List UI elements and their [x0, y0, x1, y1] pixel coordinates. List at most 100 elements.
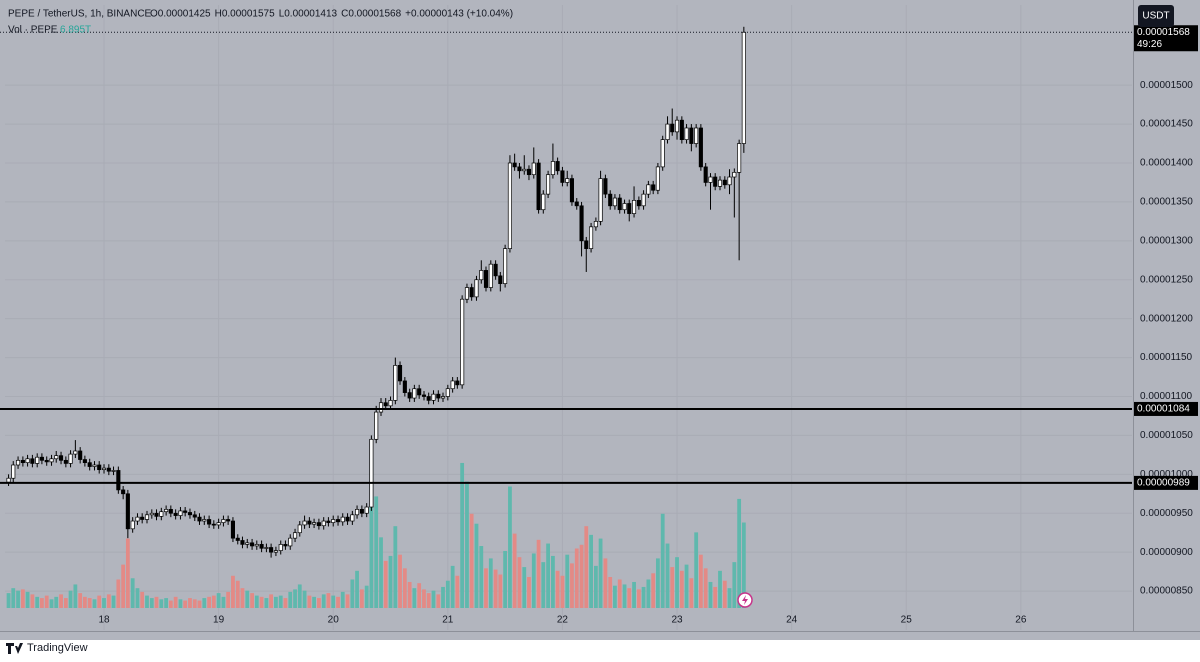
volume-bar [87, 598, 92, 608]
candle-body [78, 450, 83, 460]
candle-body [121, 489, 126, 495]
candle-body [154, 512, 159, 517]
y-tick-label: 0.00000900 [1140, 547, 1193, 558]
volume-bar [560, 575, 565, 608]
y-tick-label: 0.00001500 [1140, 80, 1193, 91]
y-tick-label: 0.00001000 [1140, 469, 1193, 480]
ohlc-value: O0.00001425 [150, 9, 211, 20]
volume-bar [283, 598, 288, 608]
candle-body [82, 459, 87, 464]
candle-body [230, 520, 235, 539]
currency-button[interactable] [1138, 5, 1174, 27]
volume-bar [722, 580, 727, 608]
volume-bar [431, 590, 436, 608]
candle-body [350, 514, 355, 522]
candle-body [111, 470, 116, 472]
candle-body [178, 510, 183, 516]
volume-bar [598, 538, 603, 608]
chart-background [0, 0, 1200, 640]
volume-bar [617, 579, 622, 608]
volume-bar [149, 598, 154, 608]
brand-logo [6, 643, 23, 654]
candle-body [240, 540, 245, 545]
volume-bar [135, 588, 140, 608]
candle-body [593, 221, 598, 228]
last-price-label: 0.00001568 [1137, 27, 1190, 38]
volume-bar [484, 568, 488, 608]
candle-body [732, 171, 737, 178]
x-tick-label: 25 [901, 615, 913, 626]
candle-body [264, 547, 269, 549]
currency[interactable]: USDT [1142, 11, 1169, 22]
x-tick-label: 23 [671, 615, 683, 626]
candle-body [670, 123, 675, 133]
volume-bar [641, 586, 646, 608]
candle-body [627, 203, 632, 214]
candle-body [149, 512, 154, 516]
volume-bar [321, 594, 326, 608]
countdown: 49:26 [1137, 39, 1162, 50]
y-tick-label: 0.00001350 [1140, 197, 1193, 208]
volume-bar [106, 594, 111, 608]
volume-bar [336, 596, 340, 608]
candle-body [374, 411, 379, 440]
candle-body [655, 166, 660, 191]
volume-bar [78, 593, 83, 608]
volume-bar [307, 595, 312, 608]
level-label-bg [1134, 475, 1198, 490]
volume-bar [503, 550, 508, 608]
candle-body [302, 520, 307, 526]
candle-body [741, 31, 746, 144]
candle-body [498, 275, 503, 284]
y-tick-label: 0.00001450 [1140, 119, 1193, 130]
candle-body [603, 178, 608, 195]
candle-body [68, 453, 73, 464]
price-axis-background [1134, 0, 1200, 640]
candle-body [97, 464, 102, 471]
volume-pane [6, 458, 746, 608]
volume-bar [574, 548, 579, 608]
candle-body [58, 455, 64, 461]
candle-body [589, 226, 594, 249]
candle-body [464, 287, 470, 300]
volume-bar [675, 557, 679, 608]
candle-body [316, 522, 321, 527]
candles [6, 26, 746, 558]
volume-bar [197, 600, 202, 608]
volume-bar [82, 596, 87, 608]
volume-bar [655, 558, 660, 608]
volume-bar [689, 578, 694, 608]
volume-bar [245, 590, 250, 608]
volume-bar [25, 591, 30, 608]
candle-body [689, 127, 694, 144]
candle-body [517, 166, 522, 172]
candle-body [550, 161, 555, 176]
level-label-bg [1134, 401, 1198, 416]
y-tick-label: 0.00000850 [1140, 586, 1193, 597]
volume-bar [698, 554, 703, 608]
volume-bar [202, 598, 207, 608]
candle-body [340, 516, 345, 523]
volume-bar [651, 573, 656, 608]
candle-body [187, 512, 193, 516]
y-tick-label: 0.00001250 [1140, 274, 1193, 285]
volume-bar [613, 585, 617, 608]
volume-bar [441, 586, 445, 608]
candle-body [474, 279, 479, 298]
candle-body [221, 519, 226, 523]
y-tick-label: 0.00000950 [1140, 508, 1193, 519]
candle-body [49, 458, 54, 463]
candle-body [192, 514, 197, 518]
volume-bar [345, 594, 350, 608]
ohlc-value: +0.00000143 (+10.04%) [405, 9, 513, 20]
volume-bar [130, 578, 135, 608]
volume-title: Vol · PEPE [8, 25, 58, 36]
candle-body [6, 477, 11, 483]
volume-bar [708, 581, 713, 608]
volume-bar [359, 589, 364, 608]
volume-bar [159, 599, 164, 608]
candle-body [159, 511, 164, 517]
candle-body [250, 542, 255, 547]
